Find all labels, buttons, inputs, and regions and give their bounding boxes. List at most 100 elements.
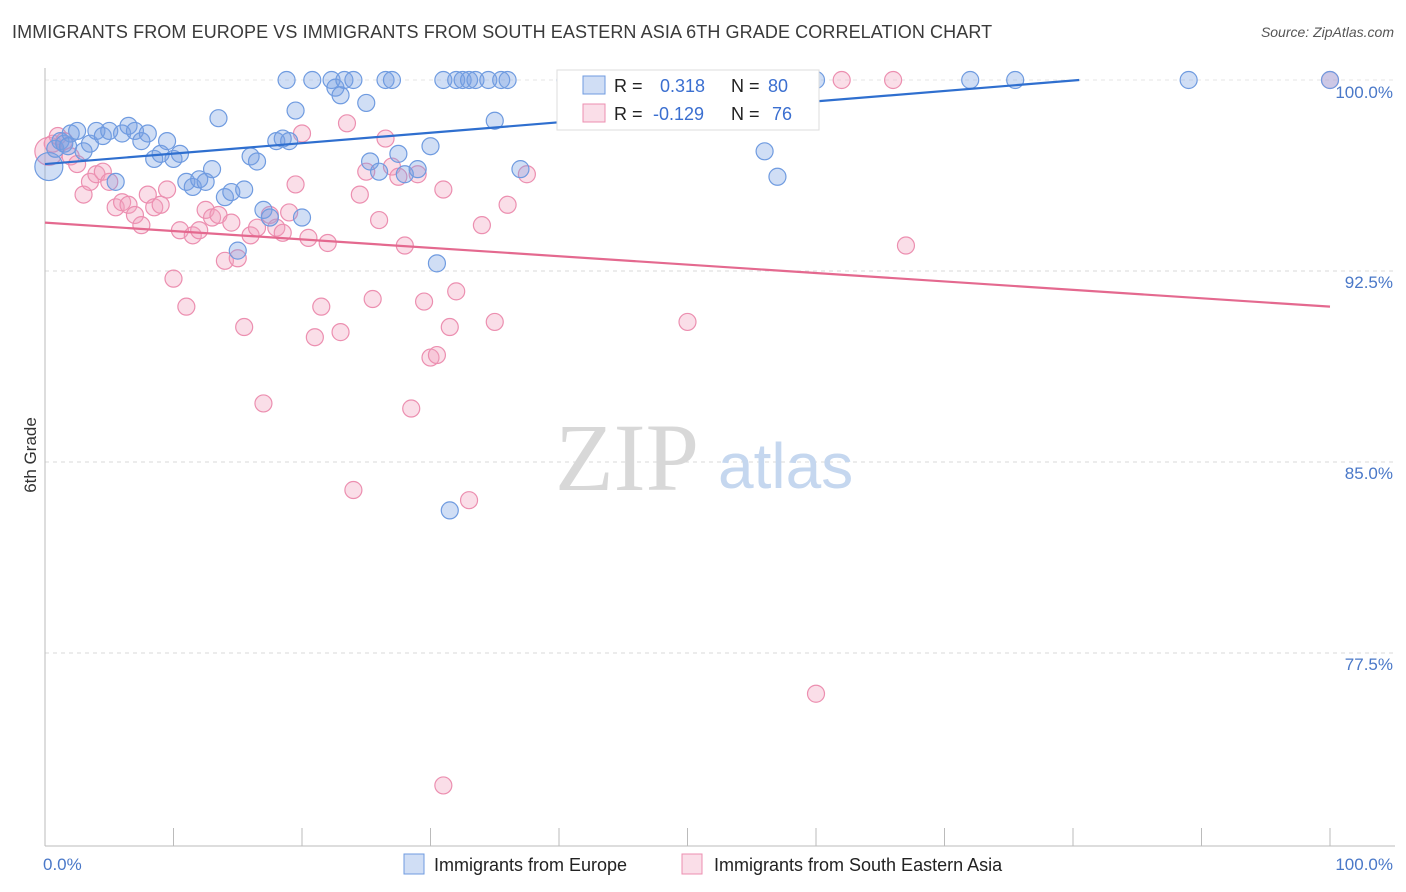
stats-legend-swatch-asia <box>582 103 606 123</box>
europe-point <box>421 137 440 156</box>
asia-point <box>357 162 376 181</box>
asia-point <box>370 210 389 230</box>
stats-legend-frame <box>556 69 820 131</box>
asia-point <box>408 165 427 184</box>
asia-point <box>151 195 170 214</box>
europe-point <box>485 111 504 130</box>
watermark-atlas: atlas <box>718 430 853 502</box>
stats-n-value-asia: 76 <box>772 104 792 124</box>
asia-point <box>318 233 337 253</box>
asia-point <box>312 297 331 316</box>
asia-point <box>896 236 916 255</box>
stats-legend-swatch-europe <box>582 75 606 95</box>
europe-point <box>768 167 787 186</box>
europe-point <box>447 70 466 90</box>
asia-point <box>440 317 459 337</box>
asia-point <box>402 399 421 418</box>
chart-title: IMMIGRANTS FROM EUROPE VS IMMIGRANTS FRO… <box>12 22 993 42</box>
europe-point <box>292 208 312 227</box>
asia-point <box>832 70 851 90</box>
europe-point <box>68 121 87 141</box>
europe-point <box>376 70 395 90</box>
asia-point <box>363 289 382 309</box>
source-label: Source: ZipAtlas.com <box>1260 24 1394 40</box>
bottom-legend: Immigrants from Europe Immigrants from S… <box>403 853 1003 875</box>
asia-point <box>498 195 517 214</box>
europe-point <box>228 241 247 260</box>
watermark-zip: ZIP <box>555 404 699 511</box>
europe-point <box>427 254 447 273</box>
y-axis-label: 6th Grade <box>21 417 40 493</box>
asia-point <box>93 162 112 181</box>
europe-point <box>59 137 78 156</box>
watermark: ZIP atlas <box>555 404 853 511</box>
stats-legend: R = 0.318 N = 80 R = -0.129 N = 76 <box>556 69 820 131</box>
europe-point <box>453 70 472 90</box>
stats-r-label-europe: R = <box>614 76 643 96</box>
europe-point <box>209 109 228 128</box>
asia-point <box>119 195 138 214</box>
x-tick-label-max: 100.0% <box>1335 855 1393 874</box>
stats-r-label-asia: R = <box>614 104 643 124</box>
europe-point <box>755 142 774 161</box>
x-tick-label-min: 0.0% <box>43 855 82 874</box>
legend-label-asia: Immigrants from South Eastern Asia <box>714 855 1003 875</box>
asia-point <box>125 205 145 225</box>
asia-point <box>344 480 363 500</box>
grid-lines <box>45 79 1395 654</box>
asia-point <box>678 312 697 332</box>
europe-point <box>235 180 254 199</box>
europe-point <box>1179 70 1198 90</box>
asia-point <box>190 221 209 240</box>
asia-point <box>222 213 241 232</box>
europe-point <box>254 200 273 219</box>
stats-r-value-asia: -0.129 <box>653 104 704 124</box>
europe-point <box>370 162 389 181</box>
asia-point <box>485 312 504 332</box>
asia-point <box>447 282 466 301</box>
europe-point <box>132 132 151 151</box>
asia-point <box>806 684 826 703</box>
stats-n-label-europe: N = <box>731 76 760 96</box>
y-tick-label: 100.0% <box>1335 83 1393 102</box>
asia-point <box>235 317 254 337</box>
europe-point <box>34 151 64 182</box>
tick-labels: 77.5% 85.0% 92.5% 100.0% 0.0% 100.0% <box>43 83 1393 874</box>
asia-point <box>254 394 273 413</box>
europe-point <box>280 132 299 151</box>
stats-r-value-europe: 0.318 <box>660 76 705 96</box>
asia-point <box>132 216 151 235</box>
europe-point <box>479 70 498 90</box>
europe-point <box>492 70 511 90</box>
europe-point <box>344 70 363 90</box>
asia-point <box>414 292 434 311</box>
asia-point <box>376 129 395 148</box>
europe-point <box>389 144 408 163</box>
europe-point <box>106 172 125 191</box>
asia-point <box>883 70 903 90</box>
legend-swatch-asia <box>681 853 703 875</box>
europe-point <box>277 70 296 90</box>
europe-point <box>408 160 427 179</box>
asia-point <box>434 776 453 795</box>
europe-point <box>498 70 517 90</box>
asia-point <box>164 269 183 288</box>
trend-line-asia <box>44 221 1331 308</box>
asia-point <box>157 180 177 199</box>
europe-point <box>157 132 177 151</box>
stats-n-value-europe: 80 <box>768 76 788 96</box>
europe-point <box>303 70 322 90</box>
asia-point <box>177 297 196 316</box>
asia-point <box>80 172 100 191</box>
europe-point <box>286 101 305 120</box>
legend-swatch-europe <box>403 853 425 875</box>
europe-point <box>74 142 93 161</box>
europe-point <box>511 160 530 179</box>
asia-point <box>472 216 491 235</box>
europe-point <box>1320 70 1340 90</box>
asia-point <box>350 185 369 204</box>
europe-point <box>202 160 222 179</box>
asia-point <box>337 114 357 133</box>
y-tick-label: 92.5% <box>1345 273 1393 292</box>
